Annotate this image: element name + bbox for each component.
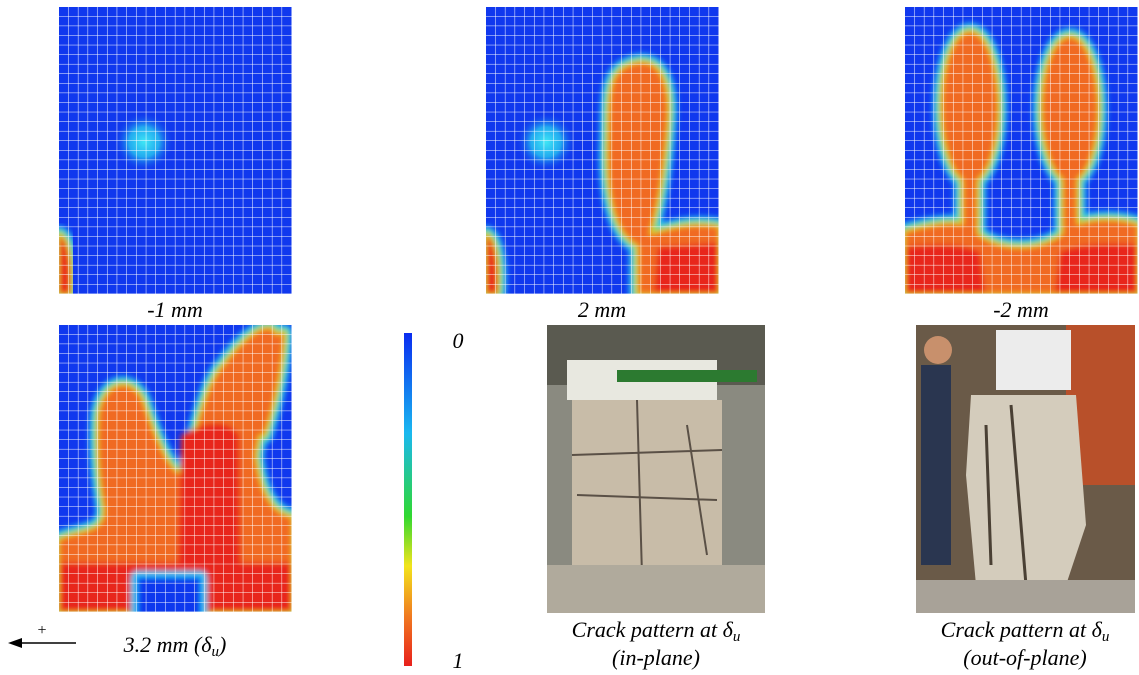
caption-subscript: u (733, 629, 741, 645)
caption: 3.2 mm (δu) (75, 632, 275, 658)
caption: (in-plane) (540, 645, 772, 671)
caption-subscript: u (1102, 629, 1110, 645)
caption-text: 3.2 mm (δ (124, 632, 212, 657)
caption: Crack pattern at δu (540, 617, 772, 643)
contour-map (905, 7, 1138, 294)
contour-map (59, 325, 292, 612)
caption: 2 mm (502, 297, 702, 323)
photo (916, 325, 1135, 613)
contour-map (486, 7, 719, 294)
photo (547, 325, 765, 613)
caption: -1 mm (75, 297, 275, 323)
arrow-label: + (30, 618, 54, 644)
contour-map (59, 7, 292, 294)
caption: Crack pattern at δu (909, 617, 1139, 643)
colorbar-label: 1 (440, 648, 476, 674)
caption-text: Crack pattern at δ (941, 617, 1102, 642)
colorbar (404, 333, 412, 666)
caption-subscript: u (212, 644, 220, 660)
caption: (out-of-plane) (909, 645, 1139, 671)
caption-text: ) (219, 632, 226, 657)
figure: 0 1 -1 mm 2 mm -2 mm 3.2 mm (δu) Crack p… (0, 0, 1139, 675)
caption-text: Crack pattern at δ (572, 617, 733, 642)
colorbar-label: 0 (440, 328, 476, 354)
caption: -2 mm (921, 297, 1121, 323)
